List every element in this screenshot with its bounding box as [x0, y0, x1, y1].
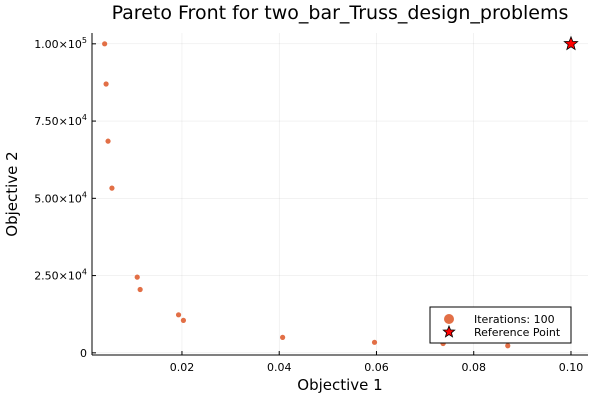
x-tick-label: 0.10: [559, 361, 584, 374]
pareto-point: [102, 41, 108, 47]
pareto-point: [134, 274, 140, 280]
legend-label-reference: Reference Point: [474, 326, 561, 339]
y-tick-label: 2.50×104: [34, 268, 87, 283]
legend-marker-iterations: [444, 314, 454, 324]
legend: Iterations: 100 Reference Point: [429, 306, 572, 344]
pareto-point: [371, 339, 378, 345]
pareto-point: [180, 317, 187, 323]
legend-label-iterations: Iterations: 100: [474, 313, 555, 326]
data-points: [102, 35, 579, 349]
y-tick-label: 0: [80, 347, 87, 360]
pareto-point: [175, 312, 182, 318]
reference-point-marker: [563, 35, 579, 51]
chart-title: Pareto Front for two_bar_Truss_design_pr…: [112, 2, 569, 24]
y-tick-label: 5.00×104: [34, 190, 87, 205]
x-tick-label: 0.06: [364, 361, 389, 374]
pareto-point: [505, 343, 511, 349]
y-axis-label: Objective 2: [3, 151, 21, 236]
pareto-point: [137, 286, 143, 293]
y-tick-label: 1.00×105: [34, 36, 87, 51]
x-tick-label: 0.02: [170, 361, 195, 374]
pareto-point: [280, 334, 286, 340]
x-tick-labels: 0.02 0.04 0.06 0.08 0.10: [170, 351, 584, 374]
x-tick-label: 0.08: [461, 361, 486, 374]
axes-layer: [91, 33, 588, 356]
legend-marker-reference: [442, 324, 456, 338]
pareto-point: [109, 185, 115, 191]
y-tick-label: 7.50×104: [34, 113, 87, 128]
grid-layer: [92, 33, 588, 355]
x-axis-label: Objective 1: [297, 376, 382, 394]
x-tick-label: 0.04: [267, 361, 292, 374]
pareto-point: [103, 81, 109, 87]
y-tick-labels: 0 2.50×104 5.00×104 7.50×104 1.00×105: [34, 36, 96, 360]
legend-box: [429, 306, 572, 344]
pareto-point: [105, 138, 111, 144]
